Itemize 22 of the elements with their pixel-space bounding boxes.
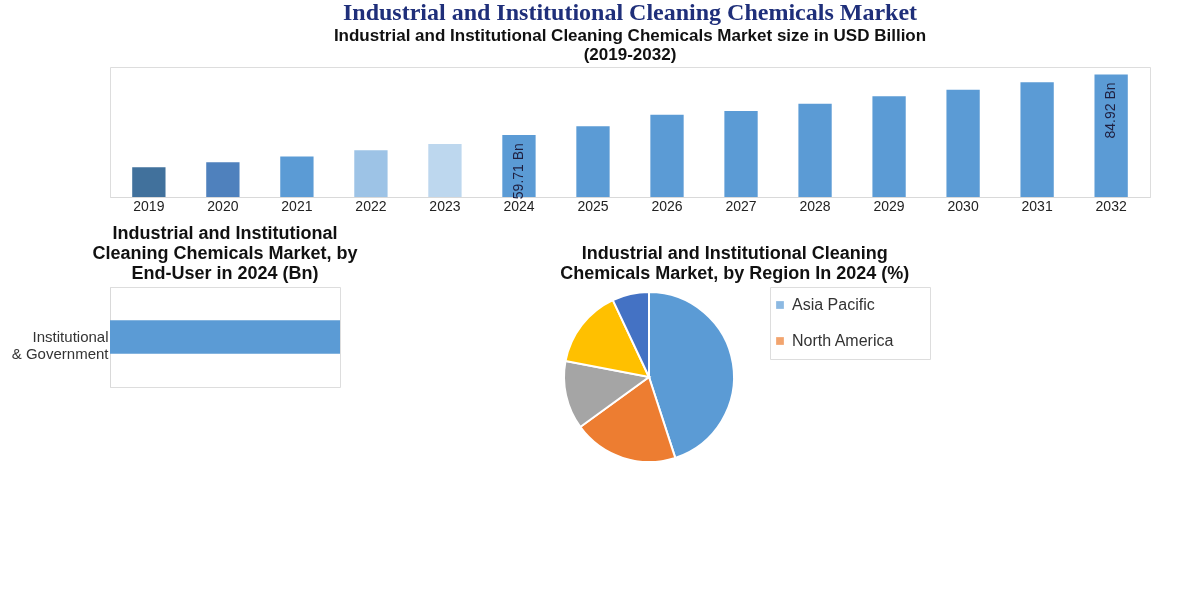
chart-title: Industrial and Institutional Cleaning Chemicals Market, by End-User in 2024 (Bn)	[92, 223, 358, 283]
chart-title: Industrial and Institutional Cleaning Chemicals Market, by Region In 2024 (%)	[560, 242, 910, 283]
x-tick-label: 2023	[429, 197, 461, 214]
x-tick-label: 2025	[577, 197, 609, 214]
data-label: 84.92 Bn	[1102, 82, 1119, 139]
x-tick-label: 2028	[799, 197, 831, 214]
x-tick-label: 2029	[873, 197, 905, 214]
x-tick-label: 2026	[651, 197, 683, 214]
legend-label: North America	[792, 332, 894, 349]
y-tick-label: Institutional & Government	[11, 328, 110, 362]
x-tick-label: 2031	[1021, 197, 1053, 214]
x-tick-label: 2022	[355, 197, 387, 214]
x-tick-label: 2032	[1095, 197, 1127, 214]
chart-subtitle: Industrial and Institutional Cleaning Chemicals Market size in USD Billion (2019-2032)	[333, 26, 927, 64]
x-tick-label: 2019	[133, 197, 165, 214]
x-tick-label: 2027	[725, 197, 757, 214]
data-label: 59.71 Bn	[509, 143, 526, 200]
legend-label: Asia Pacific	[792, 296, 875, 313]
chart-title: Industrial and Institutional Cleaning Chemicals Market	[342, 0, 918, 25]
x-tick-label: 2020	[207, 197, 239, 214]
x-tick-label: 2021	[281, 197, 313, 214]
x-tick-label: 2030	[947, 197, 979, 214]
